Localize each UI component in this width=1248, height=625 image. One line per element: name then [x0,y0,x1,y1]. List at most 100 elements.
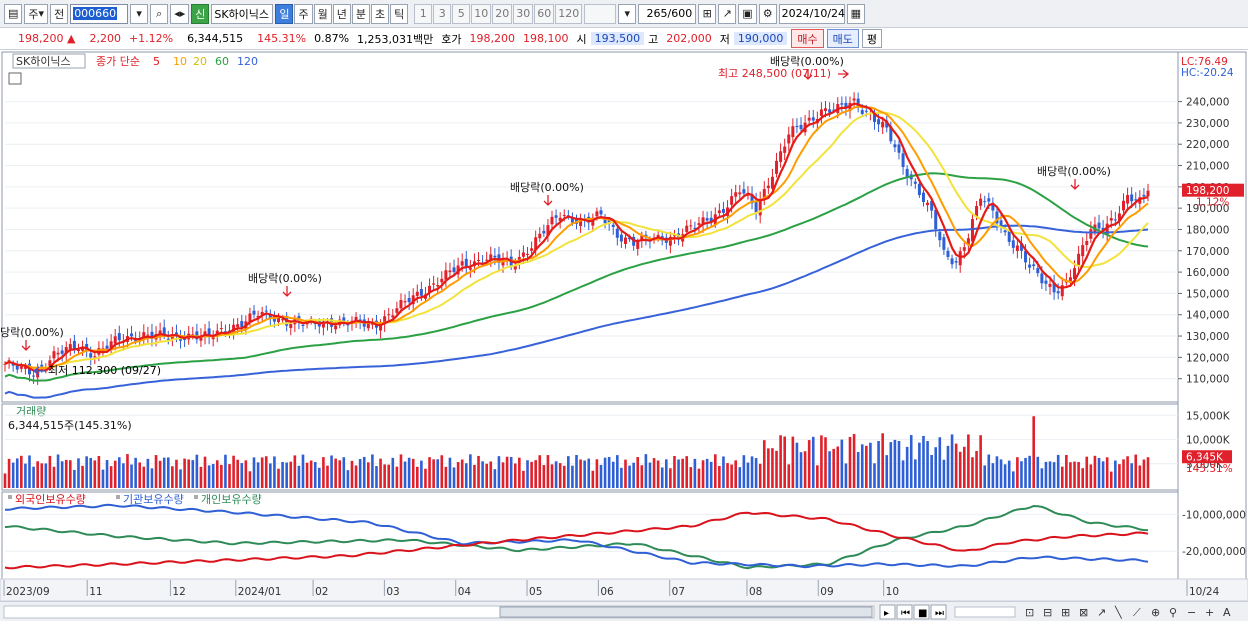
stock-code-input[interactable]: 000660 [70,3,129,24]
code-dropdown[interactable]: ▾ [130,3,149,24]
status-tool-icon[interactable]: ⚲ [1169,606,1177,619]
scroll-thumb[interactable] [499,606,873,618]
legend-ma-10: 10 [173,55,187,68]
period-tab-3[interactable]: 년 [332,3,351,24]
candle-body [407,297,411,303]
gear-icon[interactable]: ⚙ [758,3,777,24]
status-tool-icon[interactable]: ⟋ [1133,606,1141,619]
interval-1[interactable]: 1 [414,3,433,24]
nav-button-2[interactable] [913,604,930,620]
volume-bar [411,458,415,488]
grid-toggle-icon [8,72,22,85]
scroll-bar[interactable]: ▸ ⏮ ■ ⏭ ⊡ ⊟ ⊞ ⊠ ↗ ╲ ⟋ ⊕ ⚲ − + A [0,602,1248,622]
volume-bar [575,454,578,488]
jeon-button[interactable]: 전 [50,3,69,24]
price-tick-label: 110,000 [1186,374,1229,386]
volume-bar [905,446,909,488]
interval-5[interactable]: 5 [452,3,471,24]
period-tab-0[interactable]: 일 [275,3,294,24]
interval-dropdown[interactable]: ▾ [618,3,637,24]
volume-bar [509,456,513,488]
candle-body [56,352,60,355]
nav-button-0[interactable] [879,604,896,620]
candle-body [395,308,399,313]
interval-3[interactable]: 3 [433,3,452,24]
volume-bar [220,464,223,488]
period-tab-5[interactable]: 초 [370,3,390,24]
misc-button[interactable]: 평 [861,29,883,48]
interval-custom[interactable] [584,3,617,24]
volume-bar [464,463,468,488]
volume-bar [775,450,778,488]
chart-type-icon[interactable]: ⊞ [698,3,717,24]
volume-bar [407,457,411,488]
volume-bar [538,455,542,488]
volume-bar [909,435,913,488]
volume-bar [697,468,701,488]
calendar-icon[interactable]: ▦ [846,3,866,24]
candle-body [628,237,632,240]
interval-120[interactable]: 120 [555,3,583,24]
menu-icon[interactable]: ▤ [4,3,23,24]
candle-body [195,331,199,340]
nav-button-3[interactable] [930,604,947,620]
nav-button-1[interactable] [896,604,913,620]
volume-bar [934,447,938,488]
candle-body [1134,199,1138,201]
status-tool-icon[interactable]: ⊡ [1025,606,1034,619]
volume-bar [203,456,207,488]
volume-bar [138,462,142,488]
search-icon[interactable]: ⌕ [150,3,169,24]
volume-bar [571,465,574,488]
volume-bar [362,456,366,488]
dividend-arrow [21,340,31,351]
holding-legend-marker [116,495,120,499]
status-tool-icon[interactable]: ↗ [1097,606,1106,619]
status-tool-icon[interactable]: A [1223,606,1231,619]
new-badge[interactable]: 신 [191,3,210,24]
volume-bar [950,434,954,488]
status-tool-icon[interactable]: ⊠ [1079,606,1088,619]
price-tick-label: 170,000 [1186,246,1229,258]
zoom-slider[interactable] [954,606,1016,618]
chart-area[interactable]: 240,000230,000220,000210,000200,000190,0… [0,50,1248,601]
volume-bar [330,455,333,488]
volume-bar [60,461,64,488]
x-axis-label: 09 [820,586,833,598]
status-tool-icon[interactable]: − [1187,606,1196,619]
status-tool-icon[interactable]: + [1205,606,1214,619]
candle-body [383,316,387,325]
buy-button[interactable]: 매수 [791,29,824,48]
period-tab-4[interactable]: 분 [351,3,370,24]
volume-bar [656,460,660,488]
status-tool-icon[interactable]: ╲ [1114,605,1123,619]
interval-10[interactable]: 10 [471,3,492,24]
amount: 1,253,031백만 [357,32,434,46]
interval-20[interactable]: 20 [492,3,513,24]
interval-60[interactable]: 60 [534,3,555,24]
period-tab-6[interactable]: 틱 [390,3,409,24]
volume-bar [722,456,725,488]
draw-tool-icon[interactable]: ↗ [718,3,737,24]
period-tab-2[interactable]: 월 [313,3,332,24]
type-select[interactable]: 주 ▾ [24,3,49,24]
dividend-label: 배당락(0.00%) [1037,165,1111,178]
candle-body [11,363,15,366]
status-tool-icon[interactable]: ⊟ [1043,606,1052,619]
candle-body [501,260,505,266]
count-field[interactable]: 265/600 [638,3,697,24]
ma-5-line [4,102,1149,372]
foreign-holding-line [4,511,1149,570]
candle-body [232,324,236,333]
status-tool-icon[interactable]: ⊕ [1151,606,1160,619]
volume-bar [1052,462,1056,488]
speaker-icon[interactable]: ◂▸ [170,3,190,24]
date-field[interactable]: 2024/10/24 [778,3,845,24]
save-icon[interactable]: ▣ [738,3,757,24]
volume-bar [293,455,297,488]
candle-body [938,231,942,241]
sell-button[interactable]: 매도 [826,29,859,48]
interval-30[interactable]: 30 [513,3,534,24]
status-tool-icon[interactable]: ⊞ [1061,606,1070,619]
period-tab-1[interactable]: 주 [294,3,313,24]
